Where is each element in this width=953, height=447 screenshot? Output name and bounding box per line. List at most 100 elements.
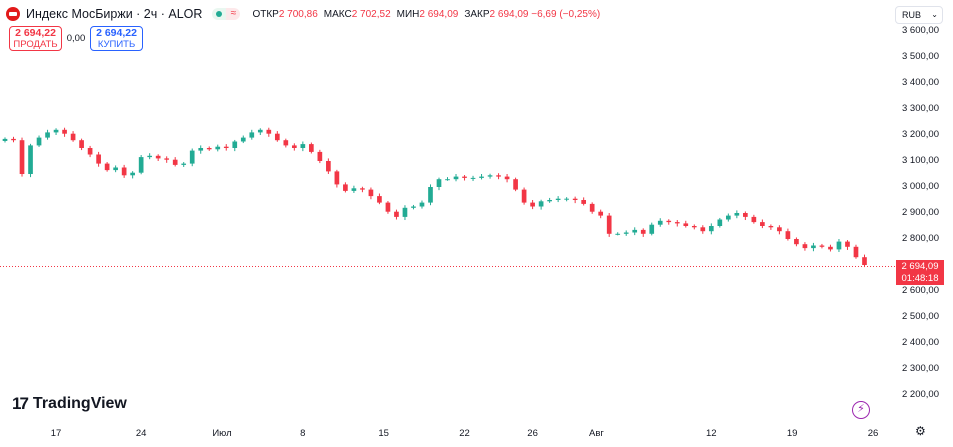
candle-body xyxy=(232,141,238,148)
open-label: ОТКР xyxy=(252,8,279,20)
candle-body xyxy=(257,129,263,133)
candle-body xyxy=(104,163,110,171)
price-axis-label: 3 300,00 xyxy=(902,103,939,114)
candle-body xyxy=(606,215,612,234)
candle-body xyxy=(206,148,212,150)
candle-body xyxy=(657,220,663,225)
candle-body xyxy=(555,198,561,200)
sell-button[interactable]: 2 694,22 ПРОДАТЬ xyxy=(9,26,62,51)
candles-group xyxy=(2,127,867,268)
candle-body xyxy=(453,176,459,180)
bar-countdown: 01:48:18 xyxy=(901,273,939,284)
candle-body xyxy=(581,200,587,204)
candle-body xyxy=(87,148,93,155)
candle-body xyxy=(198,148,204,151)
candle-body xyxy=(640,229,646,234)
candle-body xyxy=(760,222,765,226)
time-axis-label: 8 xyxy=(300,428,306,439)
candle-body xyxy=(836,241,842,250)
candle-body xyxy=(360,188,365,190)
price-axis-label: 2 800,00 xyxy=(902,233,939,244)
candle-body xyxy=(215,146,221,150)
price-axis-label: 3 400,00 xyxy=(902,77,939,88)
trade-buttons: 2 694,22 ПРОДАТЬ 0,00 2 694,22 КУПИТЬ xyxy=(9,26,143,51)
candle-body xyxy=(445,179,450,181)
candle-body xyxy=(598,211,604,216)
candle-body xyxy=(785,231,791,239)
price-axis-label: 2 500,00 xyxy=(902,311,939,322)
candle-body xyxy=(419,202,425,207)
chevron-down-icon: ⌄ xyxy=(931,10,938,19)
tradingview-logo[interactable]: 17 TradingView xyxy=(12,394,127,414)
candle-body xyxy=(853,246,859,258)
last-price-value: 2 694,09 xyxy=(901,261,939,272)
high-value: 2 702,52 xyxy=(351,8,391,20)
currency-select[interactable]: RUB ⌄ xyxy=(895,6,943,24)
candle-body xyxy=(266,129,272,134)
price-axis-label: 3 000,00 xyxy=(902,181,939,192)
market-status[interactable]: ≈ xyxy=(212,8,241,20)
currency-value: RUB xyxy=(902,10,922,20)
candle-body xyxy=(632,229,638,233)
candle-body xyxy=(487,175,493,177)
buy-button[interactable]: 2 694,22 КУПИТЬ xyxy=(90,26,143,51)
candle-body xyxy=(436,179,442,187)
lightning-icon[interactable]: ⚡ xyxy=(852,401,870,419)
time-axis-label: 26 xyxy=(867,428,879,439)
symbol-title[interactable]: Индекс МосБиржи · 2ч · ALOR xyxy=(26,7,203,21)
time-axis-label: 24 xyxy=(135,428,147,439)
candle-body xyxy=(513,179,518,190)
candle-body xyxy=(138,157,144,173)
ohlc-values: ОТКР2 700,86 МАКС2 702,52 МИН2 694,09 ЗА… xyxy=(252,9,600,20)
candle-body xyxy=(496,175,501,177)
candle-body xyxy=(589,203,595,212)
spread-value: 0,00 xyxy=(66,33,86,44)
chart-legend: Индекс МосБиржи · 2ч · ALOR ≈ ОТКР2 700,… xyxy=(6,5,600,23)
candle-body xyxy=(708,226,714,232)
candle-body xyxy=(11,138,16,141)
candle-body xyxy=(121,167,127,176)
candle-body xyxy=(79,140,84,148)
candle-body xyxy=(725,215,731,220)
time-axis-label: 15 xyxy=(378,428,389,439)
candle-body xyxy=(317,151,323,161)
candle-body xyxy=(326,161,331,172)
price-axis-label: 2 600,00 xyxy=(902,285,939,296)
candle-body xyxy=(394,211,399,217)
tradingview-mark-icon: 17 xyxy=(12,394,29,413)
candle-body xyxy=(743,213,748,217)
candle-body xyxy=(283,140,289,146)
candle-body xyxy=(734,213,740,216)
candle-body xyxy=(683,223,689,226)
candle-body xyxy=(751,216,757,223)
candle-body xyxy=(649,224,655,234)
sell-price: 2 694,22 xyxy=(15,27,56,39)
high-label: МАКС xyxy=(323,8,352,20)
last-price-tag: 2 694,09 01:48:18 xyxy=(896,260,944,285)
candle-body xyxy=(768,226,774,228)
price-axis-label: 3 100,00 xyxy=(902,155,939,166)
candle-body xyxy=(674,222,680,224)
candle-body xyxy=(351,188,357,191)
gear-icon[interactable]: ⚙ xyxy=(915,424,926,438)
time-axis-label: 12 xyxy=(706,428,717,439)
candle-body xyxy=(113,167,118,171)
candle-body xyxy=(819,245,825,247)
time-axis-label: Июл xyxy=(212,428,232,439)
price-axis-label: 2 400,00 xyxy=(902,337,939,348)
tradingview-wordmark: TradingView xyxy=(32,395,127,412)
candle-body xyxy=(845,241,850,247)
candle-body xyxy=(862,257,867,265)
open-value: 2 700,86 xyxy=(278,8,318,20)
candle-body xyxy=(274,133,280,141)
candle-body xyxy=(572,198,578,200)
candle-body xyxy=(828,246,833,250)
candle-body xyxy=(530,202,535,207)
candle-body xyxy=(521,189,527,203)
candle-body xyxy=(717,219,723,226)
candle-body xyxy=(249,132,255,138)
candle-body xyxy=(377,196,382,203)
price-axis-label: 3 500,00 xyxy=(902,51,939,62)
market-open-icon xyxy=(212,8,227,20)
